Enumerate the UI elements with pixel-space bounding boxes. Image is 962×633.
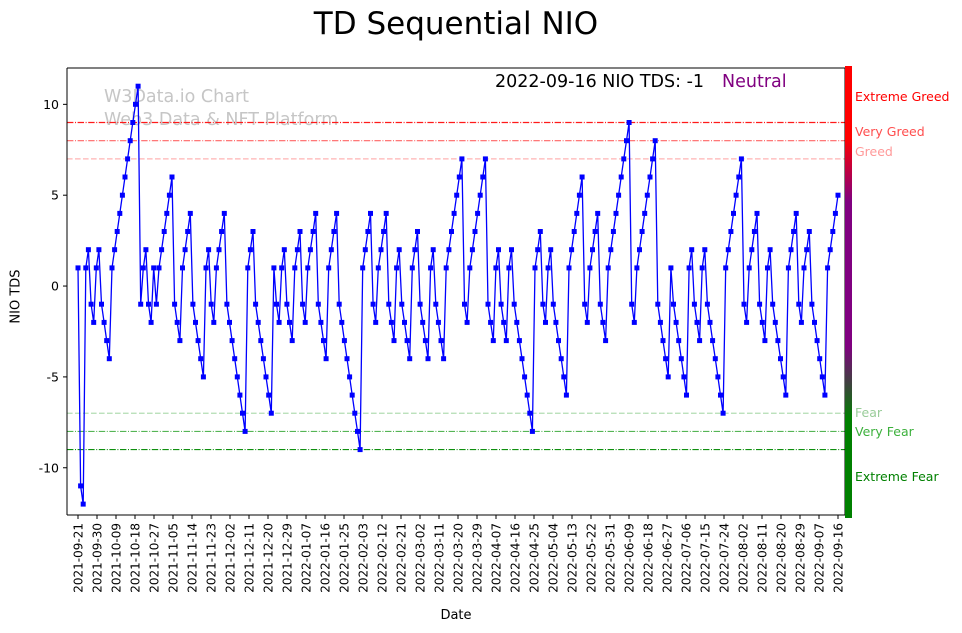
x-tick-label: 2021-10-27 (148, 523, 162, 593)
x-tick-label: 2022-06-27 (661, 523, 675, 593)
sentiment-label-fear: Fear (855, 405, 882, 421)
data-markers (75, 83, 841, 507)
x-tick-label: 2022-07-15 (699, 523, 713, 593)
x-tick-label: 2021-11-14 (186, 523, 200, 593)
x-tick-label: 2022-05-31 (604, 523, 618, 593)
x-tick-label: 2022-09-16 (832, 523, 846, 593)
x-tick-label: 2021-10-18 (129, 523, 143, 593)
x-tick-label: 2022-05-22 (585, 523, 599, 593)
sentiment-label-greed: Greed (855, 144, 893, 160)
x-tick-label: 2021-10-09 (110, 523, 124, 593)
x-axis-label: Date (440, 608, 472, 623)
x-tick-label: 2021-11-23 (205, 523, 219, 593)
x-tick-label: 2022-09-07 (813, 523, 827, 593)
y-tick-label: -5 (47, 369, 59, 384)
x-tick-label: 2022-01-16 (319, 523, 333, 593)
x-tick-label: 2022-07-24 (718, 523, 732, 593)
x-tick-label: 2022-03-11 (433, 523, 447, 593)
x-tick-label: 2021-09-21 (72, 523, 86, 593)
watermark-line1: W3Data.io Chart (104, 87, 250, 107)
sentiment-colorbar (845, 66, 852, 518)
x-tick-label: 2021-12-20 (262, 523, 276, 593)
watermark: W3Data.io Chart Web3 Data & NFT Platform (104, 86, 338, 132)
annotation-sentiment: Neutral (722, 72, 787, 92)
x-tick-label: 2022-03-29 (471, 523, 485, 593)
x-tick-label: 2022-04-25 (528, 523, 542, 593)
x-tick-label: 2022-02-21 (395, 523, 409, 593)
watermark-line2: Web3 Data & NFT Platform (104, 110, 339, 130)
y-axis-label: NIO TDS (8, 269, 24, 324)
y-tick-label: 10 (43, 97, 59, 112)
x-tick-label: 2021-09-30 (91, 523, 105, 593)
x-tick-label: 2022-08-02 (737, 523, 751, 593)
x-tick-label: 2022-06-18 (642, 523, 656, 593)
x-tick-label: 2022-01-25 (338, 523, 352, 593)
x-tick-label: 2022-04-07 (490, 523, 504, 593)
x-tick-label: 2022-08-20 (775, 523, 789, 593)
x-tick-label: 2022-03-02 (414, 523, 428, 593)
x-tick-label: 2021-11-05 (167, 523, 181, 593)
annotation: 2022-09-16 NIO TDS: -1 Neutral (495, 72, 787, 92)
x-tick-label: 2022-05-13 (566, 523, 580, 593)
axes-frame (66, 67, 846, 516)
sentiment-label-very-greed: Very Greed (855, 123, 925, 139)
data-line (77, 86, 839, 505)
x-tick-label: 2021-12-29 (281, 523, 295, 593)
x-tick-label: 2022-04-16 (509, 523, 523, 593)
chart-title: TD Sequential NIO (313, 6, 599, 42)
sentiment-label-very-fear: Very Fear (855, 424, 914, 440)
annotation-value-text: 2022-09-16 NIO TDS: -1 (495, 72, 705, 92)
x-tick-label: 2022-07-06 (680, 523, 694, 593)
sentiment-label-extreme-fear: Extreme Fear (855, 468, 939, 484)
x-tick-label: 2022-03-20 (452, 523, 466, 593)
x-tick-label: 2022-05-04 (547, 523, 561, 593)
x-tick-label: 2022-02-12 (376, 523, 390, 593)
x-tick-label: 2022-08-11 (756, 523, 770, 593)
x-tick-label: 2022-08-29 (794, 523, 808, 593)
x-tick-label: 2021-12-11 (243, 523, 257, 593)
x-tick-label: 2022-01-07 (300, 523, 314, 593)
sentiment-label-extreme-greed: Extreme Greed (855, 89, 950, 105)
x-tick-label: 2022-02-03 (357, 523, 371, 593)
x-tick-label: 2022-06-09 (623, 523, 637, 593)
y-tick-label: 0 (51, 279, 59, 294)
x-tick-label: 2021-12-02 (224, 523, 238, 593)
y-tick-label: 5 (51, 188, 59, 203)
y-tick-label: -10 (39, 460, 59, 475)
